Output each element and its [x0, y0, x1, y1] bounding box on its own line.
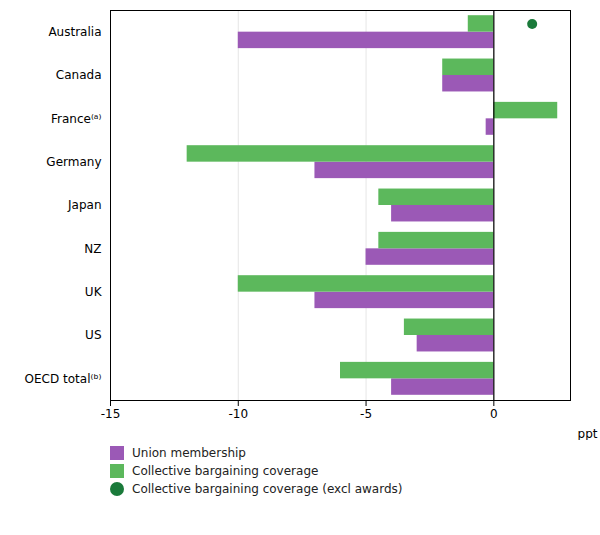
svg-text:Canada: Canada	[56, 68, 102, 82]
svg-text:France⁽ᵃ⁾: France⁽ᵃ⁾	[51, 112, 102, 126]
svg-text:Japan: Japan	[67, 198, 101, 212]
svg-text:OECD total⁽ᵇ⁾: OECD total⁽ᵇ⁾	[25, 372, 102, 386]
svg-text:0: 0	[490, 407, 498, 421]
svg-text:NZ: NZ	[84, 242, 101, 256]
svg-text:-10: -10	[228, 407, 248, 421]
svg-text:ppt: ppt	[578, 427, 598, 441]
svg-text:US: US	[85, 328, 101, 342]
svg-text:UK: UK	[85, 285, 103, 299]
svg-text:Australia: Australia	[48, 25, 101, 39]
svg-text:Germany: Germany	[46, 155, 101, 169]
html-text:Collective bargaining coverage: Collective bargaining coverage	[132, 464, 319, 478]
html-text:Collective bargaining coverage: Collective bargaining coverage (excl awa…	[132, 482, 403, 496]
html-text:Union membership: Union membership	[132, 446, 246, 460]
svg-text:-5: -5	[360, 407, 372, 421]
svg-text:-15: -15	[101, 407, 121, 421]
